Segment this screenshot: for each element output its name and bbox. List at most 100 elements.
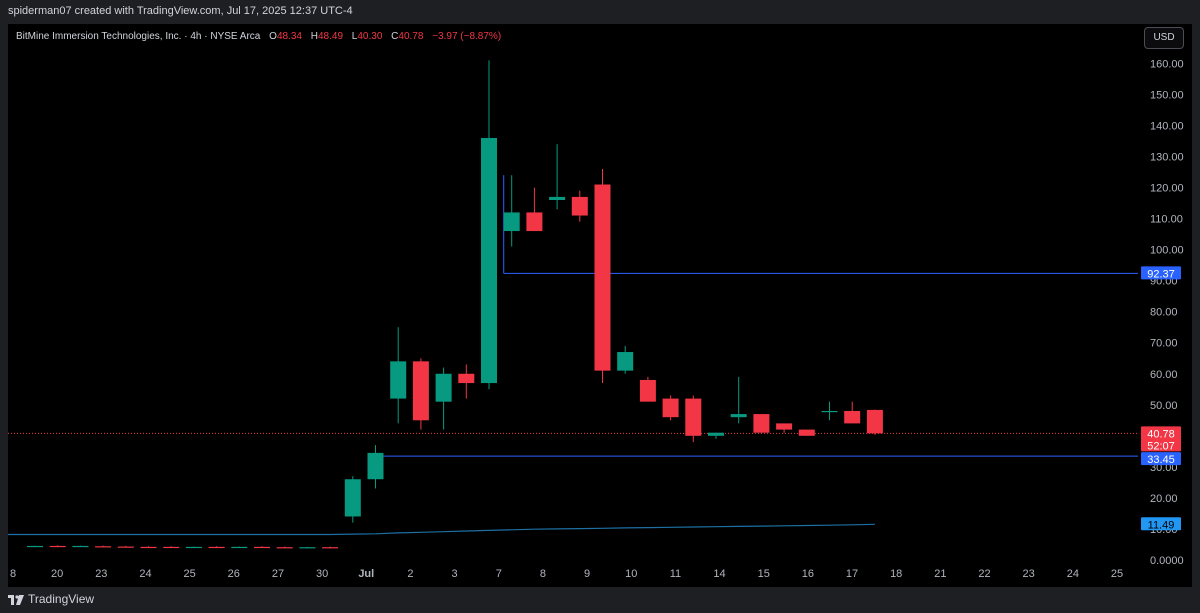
credit-text: spiderman07 created with TradingView.com… bbox=[8, 5, 353, 17]
ma-price-label-bg bbox=[1141, 517, 1181, 531]
candle-body bbox=[412, 361, 429, 421]
x-axis-tick-label: 9 bbox=[584, 568, 590, 580]
candle-body bbox=[185, 546, 202, 549]
candle-body bbox=[367, 452, 384, 480]
high-label: H bbox=[310, 31, 318, 42]
top-bar: spiderman07 created with TradingView.com… bbox=[0, 0, 1200, 24]
x-axis-tick-label: 20 bbox=[51, 568, 63, 580]
x-axis-tick-label: 24 bbox=[139, 568, 151, 580]
y-axis-tick-label: 100.00 bbox=[1150, 245, 1184, 257]
candle-body bbox=[798, 429, 815, 436]
x-axis-tick-label: Jul bbox=[358, 568, 374, 580]
close-label: C bbox=[391, 31, 399, 42]
candle-body bbox=[549, 196, 566, 201]
candle-body bbox=[27, 545, 43, 548]
candle-body bbox=[594, 184, 611, 371]
y-axis-tick-label: 140.00 bbox=[1150, 121, 1184, 133]
candle-body bbox=[254, 546, 270, 549]
y-axis-tick-label: 120.00 bbox=[1150, 183, 1184, 195]
candle-body bbox=[662, 398, 679, 418]
y-axis-tick-label: 110.00 bbox=[1150, 214, 1183, 226]
footer-bar bbox=[0, 587, 1200, 613]
candle-body bbox=[208, 546, 225, 549]
change-value: −3.97 (−8.87%) bbox=[432, 31, 502, 42]
level-price-label-bg bbox=[1141, 452, 1181, 466]
candle-body bbox=[117, 546, 134, 548]
x-axis-tick-label: 25 bbox=[1111, 568, 1123, 580]
x-axis-tick-label: 30 bbox=[316, 568, 328, 580]
x-axis-tick-label: 18 bbox=[890, 568, 902, 580]
y-axis-tick-label: 80.00 bbox=[1150, 307, 1178, 319]
y-axis-tick-label: 150.00 bbox=[1150, 90, 1184, 102]
x-axis-tick-label: 17 bbox=[846, 568, 858, 580]
candle-body bbox=[844, 410, 861, 424]
candle-body bbox=[776, 423, 793, 430]
candle-body bbox=[753, 414, 770, 433]
close-value: 40.78 bbox=[398, 31, 424, 42]
x-axis-tick-label: 8 bbox=[10, 568, 16, 580]
bar-countdown-label: 52:07 bbox=[1147, 440, 1175, 452]
candle-body bbox=[276, 547, 293, 549]
x-axis-tick-label: 23 bbox=[1023, 568, 1035, 580]
candle-body bbox=[685, 398, 702, 436]
level-price-label: 92.37 bbox=[1147, 268, 1175, 280]
x-axis-tick-label: 14 bbox=[713, 568, 725, 580]
x-axis-tick-label: 10 bbox=[625, 568, 637, 580]
x-axis-tick-label: 23 bbox=[95, 568, 107, 580]
candle-body bbox=[140, 546, 157, 549]
candle-body bbox=[299, 547, 316, 549]
candle-body bbox=[322, 547, 339, 549]
y-axis-tick-label: 70.00 bbox=[1150, 338, 1178, 350]
level-price-label: 33.45 bbox=[1147, 454, 1175, 466]
moving-average-line bbox=[8, 523, 875, 536]
open-label: O bbox=[269, 31, 277, 42]
y-axis-tick-label: 50.00 bbox=[1150, 400, 1178, 412]
bar-countdown-label-bg bbox=[1141, 438, 1181, 452]
candle-body bbox=[708, 432, 724, 436]
candle-body bbox=[526, 212, 543, 232]
last-price-label-bg bbox=[1141, 426, 1181, 440]
candle-body bbox=[617, 352, 634, 371]
candle-body bbox=[481, 137, 497, 384]
candle-body bbox=[730, 414, 747, 418]
tradingview-logo-icon bbox=[8, 595, 24, 605]
candle-body bbox=[503, 212, 520, 232]
y-axis-tick-label: 160.00 bbox=[1150, 59, 1184, 71]
low-value: 40.30 bbox=[357, 31, 383, 42]
candle-body bbox=[866, 409, 883, 434]
candle-body bbox=[163, 546, 180, 549]
y-axis-tick-label: 0.0000 bbox=[1150, 555, 1184, 567]
x-axis-tick-label: 8 bbox=[540, 568, 546, 580]
x-axis-tick-label: 24 bbox=[1067, 568, 1079, 580]
currency-button[interactable]: USD bbox=[1144, 27, 1184, 49]
level-price-label-bg bbox=[1141, 266, 1181, 280]
x-axis-tick-label: 7 bbox=[496, 568, 502, 580]
x-axis-tick-label: 21 bbox=[934, 568, 946, 580]
candle-body bbox=[390, 361, 407, 399]
candle-body bbox=[571, 196, 588, 216]
candle-body bbox=[435, 373, 452, 402]
y-axis-tick-label: 20.00 bbox=[1150, 493, 1178, 505]
symbol-name: BitMine Immersion Technologies, Inc. · 4… bbox=[16, 31, 261, 42]
x-axis-tick-label: 27 bbox=[272, 568, 284, 580]
x-axis-tick-label: 3 bbox=[452, 568, 458, 580]
ma-price-label: 11.49 bbox=[1148, 519, 1175, 531]
x-axis-tick-label: 15 bbox=[758, 568, 770, 580]
last-price-label: 40.78 bbox=[1147, 428, 1175, 440]
tradingview-brand: TradingView bbox=[28, 592, 95, 606]
candle-body bbox=[639, 379, 656, 402]
x-axis-tick-label: 11 bbox=[670, 568, 681, 580]
candle-body bbox=[95, 546, 112, 548]
candle-body bbox=[821, 410, 838, 413]
x-axis-tick-label: 22 bbox=[978, 568, 990, 580]
candle-body bbox=[49, 545, 66, 548]
x-axis-tick-label: 26 bbox=[228, 568, 240, 580]
candle-body bbox=[231, 546, 248, 549]
candle-body bbox=[344, 479, 361, 517]
x-axis-tick-label: 25 bbox=[184, 568, 196, 580]
candle-body bbox=[72, 545, 89, 548]
candle-body bbox=[458, 373, 475, 384]
y-axis-tick-label: 130.00 bbox=[1150, 152, 1184, 164]
x-axis-tick-label: 16 bbox=[802, 568, 814, 580]
